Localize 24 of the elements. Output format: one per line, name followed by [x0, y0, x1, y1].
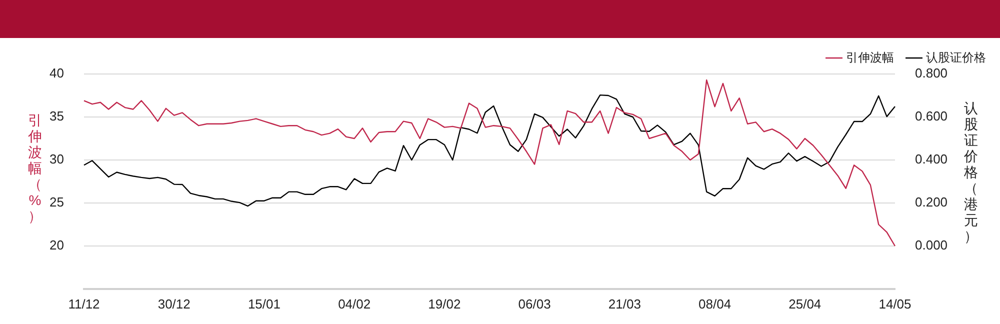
- y2-tick-label: 0.600: [915, 108, 948, 124]
- legend-label: 引伸波幅: [846, 50, 894, 64]
- y-tick-label: 25: [50, 194, 64, 210]
- y2-tick-label: 0.400: [915, 152, 948, 167]
- y2-tick-label: 0.200: [915, 194, 948, 210]
- x-tick-label: 15/01: [248, 296, 280, 312]
- y-tick-label: 40: [50, 66, 64, 81]
- x-tick-label: 25/04: [788, 296, 822, 312]
- x-tick-label: 11/12: [68, 296, 100, 312]
- y-tick-label: 35: [50, 108, 64, 124]
- x-tick-label: 14/05: [878, 296, 912, 312]
- legend-label: 认股证价格: [926, 50, 986, 64]
- x-tick-label: 06/03: [518, 296, 551, 312]
- x-tick-label: 04/02: [338, 296, 371, 312]
- y-axis-title: 引伸波幅（%）: [27, 112, 43, 224]
- y-tick-label: 20: [50, 238, 64, 253]
- y2-tick-label: 0.000: [915, 238, 948, 253]
- x-tick-label: 30/12: [158, 296, 190, 312]
- y2-tick-label: 0.800: [915, 66, 948, 81]
- x-tick-label: 08/04: [698, 296, 732, 312]
- text: 认股证价格（港元）: [964, 100, 978, 244]
- y-tick-label: 30: [50, 152, 64, 167]
- x-tick-label: 19/02: [428, 296, 461, 312]
- x-tick-label: 21/03: [608, 296, 641, 312]
